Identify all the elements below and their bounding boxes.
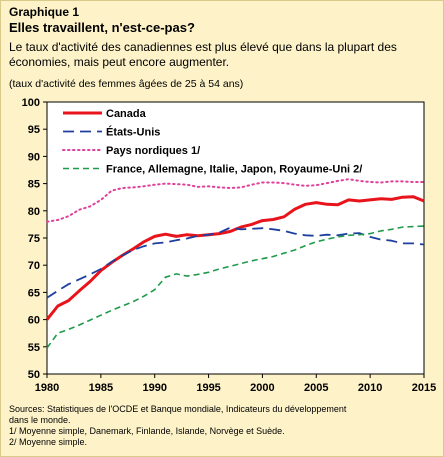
- y-tick-label: 95: [28, 124, 40, 136]
- chart-notes: Sources: Statistiques de l'OCDE et Banqu…: [9, 404, 437, 448]
- y-tick-label: 60: [28, 315, 40, 327]
- y-tick-label: 85: [28, 179, 40, 191]
- plot-area: [46, 101, 425, 375]
- legend-label-2: États-Unis: [106, 126, 160, 139]
- figure-number: Graphique 1: [9, 5, 80, 19]
- y-tick-label: 100: [22, 97, 40, 109]
- y-tick-label: 50: [28, 369, 40, 381]
- source-line: Sources: Statistiques de l'OCDE et Banqu…: [9, 404, 347, 414]
- x-tick-label: 1990: [142, 382, 166, 394]
- y-tick-label: 75: [28, 233, 40, 245]
- legend-label-4: France, Allemagne, Italie, Japon, Royaum…: [106, 164, 362, 176]
- x-tick-label: 1995: [196, 382, 220, 394]
- x-tick-label: 2000: [250, 382, 274, 394]
- chart-title: Elles travaillent, n'est-ce-pas?: [9, 20, 195, 35]
- footnote-1: 1/ Moyenne simple, Danemark, Finlande, I…: [9, 426, 285, 436]
- y-tick-label: 70: [28, 260, 40, 272]
- legend-label-1: Canada: [106, 108, 147, 120]
- source-line-continued: dans le monde.: [9, 415, 71, 425]
- y-axis-label: (taux d'activité des femmes âgées de 25 …: [9, 78, 244, 90]
- chart-subtitle: Le taux d'activité des canadiennes est p…: [9, 40, 397, 69]
- x-tick-label: 1985: [89, 382, 113, 394]
- y-tick-label: 80: [28, 206, 40, 218]
- series-line-4: [46, 225, 425, 349]
- y-tick-label: 90: [28, 151, 40, 163]
- x-tick-label: 2015: [412, 382, 436, 394]
- x-tick-label: 2010: [358, 382, 382, 394]
- footnote-2: 2/ Moyenne simple.: [9, 437, 88, 447]
- y-tick-label: 65: [28, 287, 40, 299]
- y-tick-label: 55: [28, 342, 40, 354]
- x-tick-label: 1980: [35, 382, 59, 394]
- series-line-3: [46, 178, 425, 223]
- legend-label-3: Pays nordiques 1/: [106, 145, 200, 157]
- x-tick-label: 2005: [304, 382, 328, 394]
